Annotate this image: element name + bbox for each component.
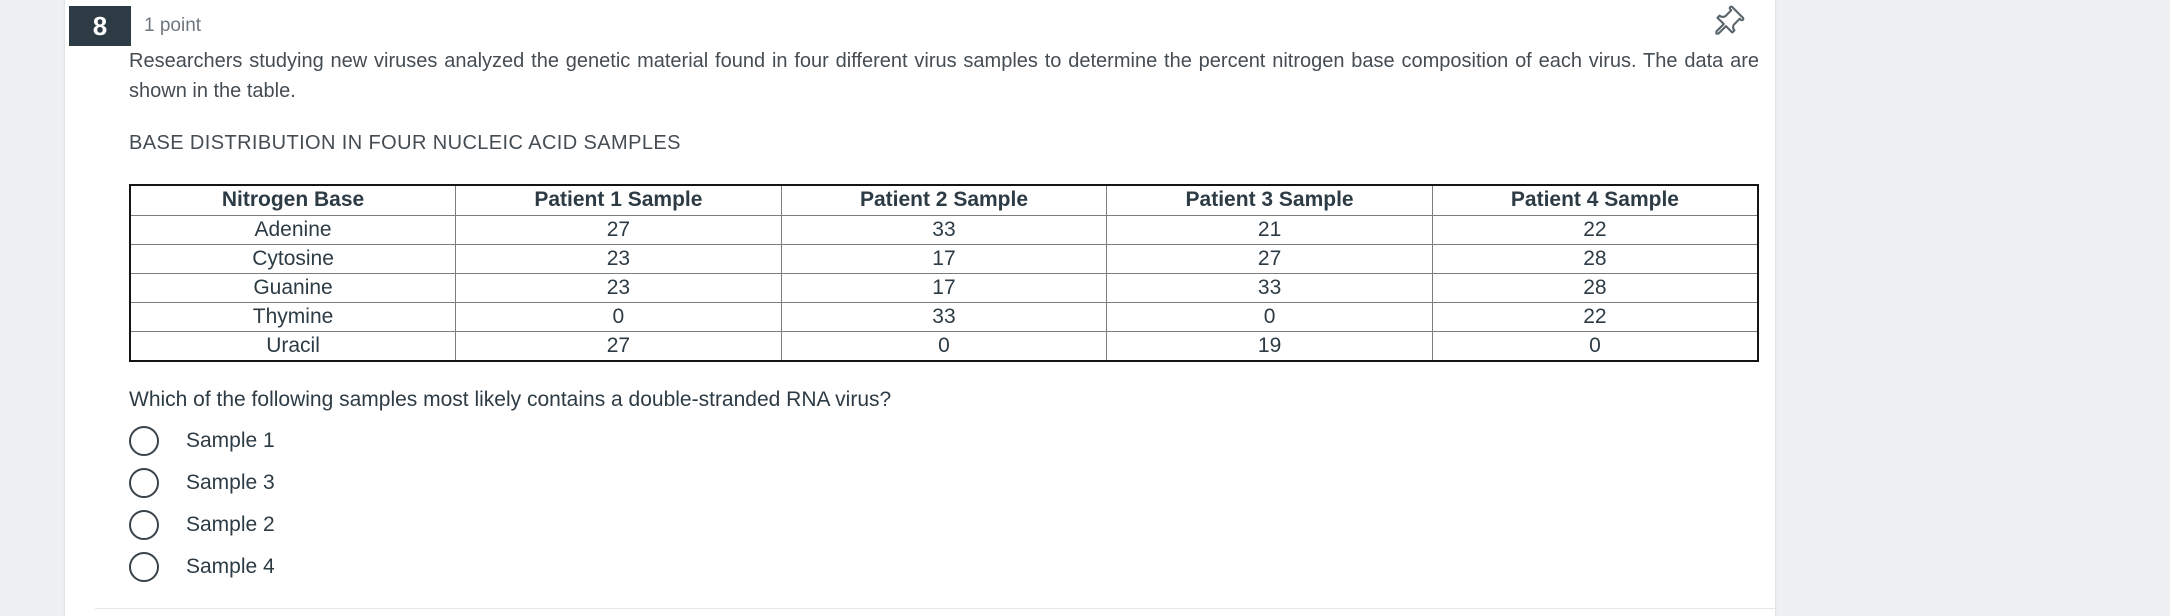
radio-button[interactable] <box>129 467 159 498</box>
table-cell: 19 <box>1106 330 1433 361</box>
radio-button[interactable] <box>129 551 159 582</box>
table-cell: 27 <box>455 214 782 245</box>
base-distribution-table: Nitrogen Base Patient 1 Sample Patient 2… <box>129 184 1759 362</box>
pin-icon <box>1709 5 1745 44</box>
column-header-patient-2: Patient 2 Sample <box>780 184 1108 216</box>
table-title: BASE DISTRIBUTION IN FOUR NUCLEIC ACID S… <box>129 132 681 154</box>
table-cell: 28 <box>1431 243 1759 274</box>
table-cell: 23 <box>455 243 782 274</box>
question-number-tab: 8 <box>69 6 131 46</box>
answer-options: Sample 1 Sample 3 Sample 2 Sample 4 <box>129 420 1759 588</box>
table-row: Thymine 0 33 0 22 <box>129 301 1759 332</box>
table-cell: 22 <box>1431 214 1759 245</box>
table-cell: Uracil <box>129 330 457 361</box>
table-cell: Adenine <box>129 214 457 245</box>
option-label: Sample 1 <box>186 428 275 452</box>
option-label: Sample 3 <box>186 470 275 494</box>
table-header-row: Nitrogen Base Patient 1 Sample Patient 2… <box>129 184 1759 216</box>
pin-question-button[interactable] <box>1707 4 1747 44</box>
column-header-patient-1: Patient 1 Sample <box>455 184 782 216</box>
table-cell: 0 <box>780 330 1108 361</box>
question-content: Researchers studying new viruses analyze… <box>129 46 1759 588</box>
question-prompt: Which of the following samples most like… <box>129 387 892 411</box>
answer-option-sample-2[interactable]: Sample 2 <box>129 504 1759 546</box>
table-cell: 21 <box>1106 214 1433 245</box>
table-cell: 33 <box>1106 272 1433 303</box>
table-cell: Guanine <box>129 272 457 303</box>
table-cell: 28 <box>1431 272 1759 303</box>
section-divider <box>95 608 1775 609</box>
table-cell: 33 <box>780 301 1108 332</box>
table-row: Adenine 27 33 21 22 <box>129 214 1759 245</box>
question-number: 8 <box>92 10 108 41</box>
radio-button[interactable] <box>129 425 159 456</box>
table-row: Uracil 27 0 19 0 <box>129 330 1759 361</box>
table-row: Cytosine 23 17 27 28 <box>129 243 1759 274</box>
radio-button[interactable] <box>129 509 159 540</box>
question-body: Researchers studying new viruses analyze… <box>129 50 1759 102</box>
option-label: Sample 4 <box>186 554 275 578</box>
points-label: 1 point <box>144 15 202 36</box>
table-cell: Thymine <box>129 301 457 332</box>
table-cell: 33 <box>780 214 1108 245</box>
option-label: Sample 2 <box>186 512 275 536</box>
answer-option-sample-1[interactable]: Sample 1 <box>129 420 1759 462</box>
table-cell: 23 <box>455 272 782 303</box>
answer-option-sample-3[interactable]: Sample 3 <box>129 462 1759 504</box>
table-cell: 17 <box>780 272 1108 303</box>
column-header-patient-3: Patient 3 Sample <box>1106 184 1433 216</box>
table-cell: 27 <box>455 330 782 361</box>
table-row: Guanine 23 17 33 28 <box>129 272 1759 303</box>
table-cell: 0 <box>455 301 782 332</box>
answer-option-sample-4[interactable]: Sample 4 <box>129 546 1759 588</box>
question-card: 8 1 point Researchers studying new virus… <box>64 0 1776 616</box>
table-cell: 0 <box>1431 330 1759 361</box>
table-cell: 17 <box>780 243 1108 274</box>
table-cell: Cytosine <box>129 243 457 274</box>
table-cell: 0 <box>1106 301 1433 332</box>
column-header-nitrogen-base: Nitrogen Base <box>129 184 457 216</box>
table-cell: 27 <box>1106 243 1433 274</box>
table-cell: 22 <box>1431 301 1759 332</box>
column-header-patient-4: Patient 4 Sample <box>1431 184 1759 216</box>
